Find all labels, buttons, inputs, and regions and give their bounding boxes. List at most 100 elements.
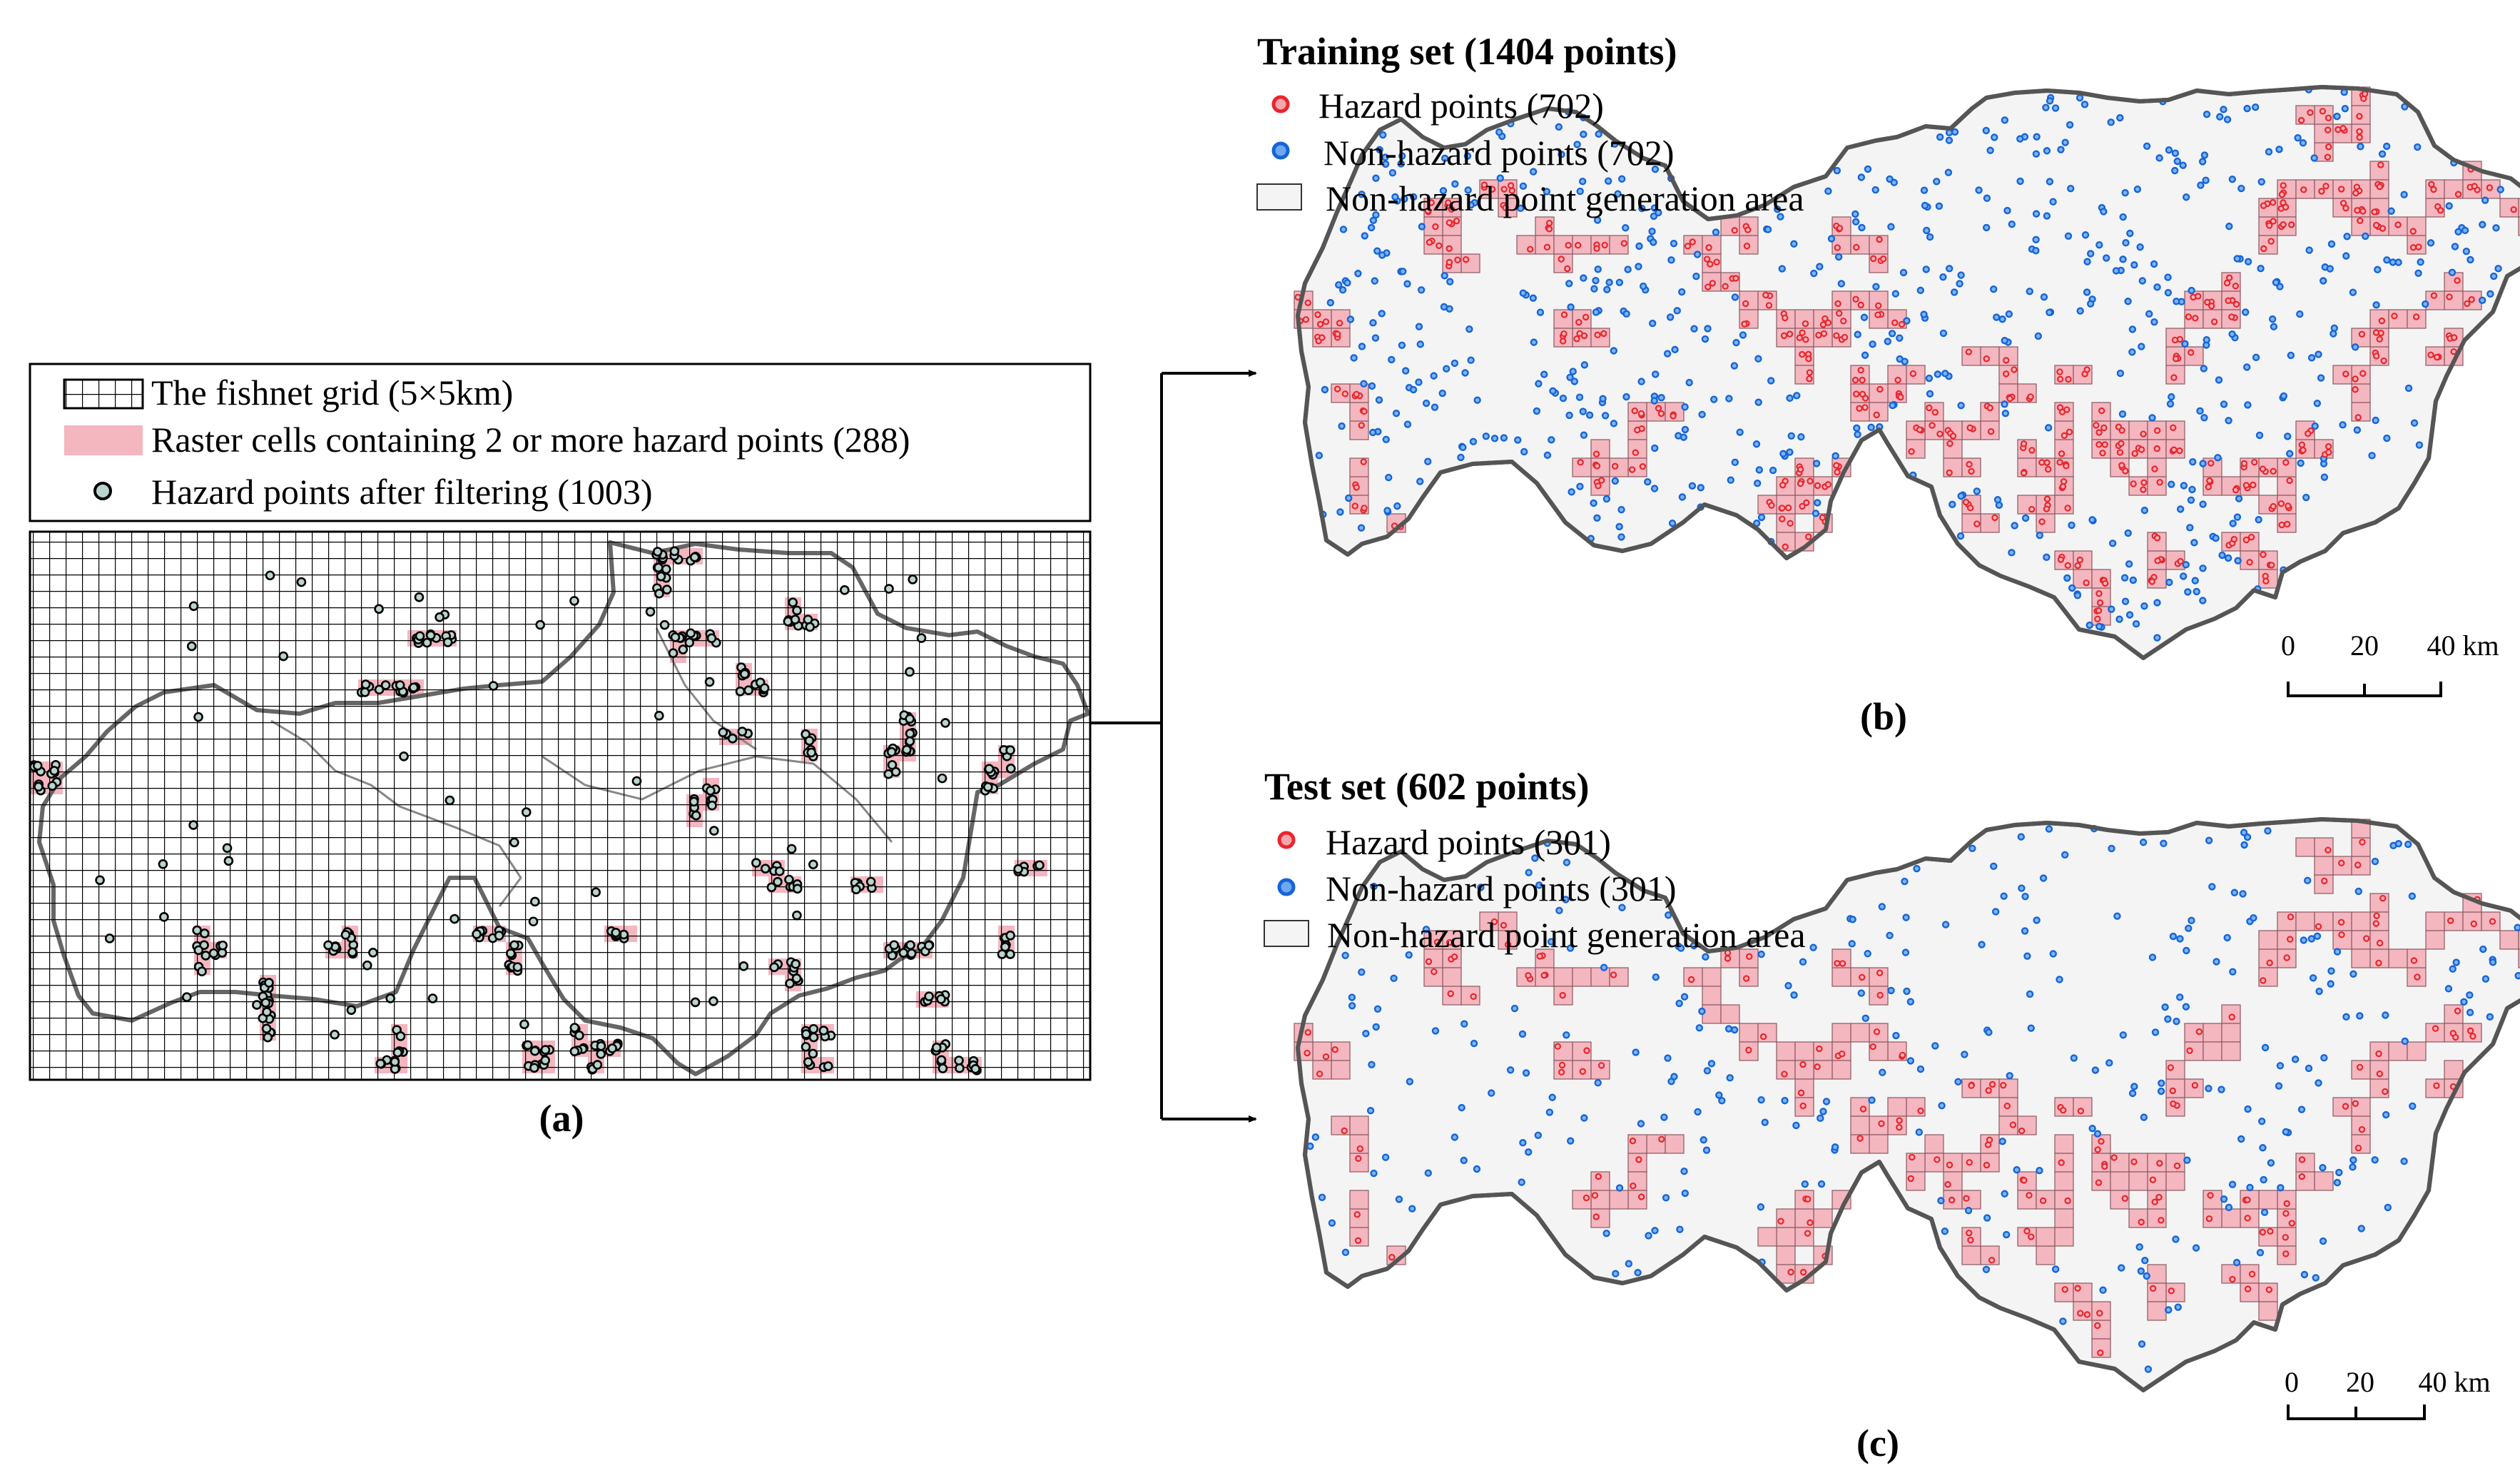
nonhazard-point [1535,380,1543,388]
filtered-hazard-point [159,912,169,922]
hazard-point [1713,258,1720,265]
nonhazard-point [1529,294,1538,302]
hazard-point [1908,448,1915,455]
nonhazard-point [2124,298,2132,305]
nonhazard-point [2382,1011,2389,1019]
nonhazard-point [1903,987,1911,996]
nonhazard-point [2086,250,2095,258]
hazard-cell [1943,1171,1963,1191]
panel-b-caption: (b) [1860,695,1907,738]
nonhazard-point [1638,204,1646,213]
nonhazard-point [2268,315,2277,323]
filtered-hazard-point [937,773,947,784]
nonhazard-point [2157,1087,2165,1095]
hazard-point [2229,1275,2236,1283]
hazard-point [2378,317,2386,325]
filtered-hazard-point [804,736,815,746]
nonhazard-point [2034,332,2043,340]
nonhazard-point [2284,432,2292,440]
nonhazard-point [1941,921,1950,928]
hazard-point [1620,240,1628,247]
hazard-point [1899,1051,1906,1059]
nonhazard-point [2002,1230,2011,1239]
hazard-cell [2369,893,2389,913]
hazard-point [2247,533,2255,541]
nonhazard-point [1886,175,1894,183]
hazard-point [1853,243,1860,251]
hazard-point [2356,133,2363,141]
nonhazard-point [2151,1028,2160,1036]
hazard-point [1797,480,1804,487]
hazard-point [2342,204,2349,212]
hazard-point [1807,477,1814,485]
nonhazard-point [2319,1237,2327,1245]
filtered-hazard-point [592,1060,603,1070]
hazard-cell [2444,290,2464,310]
filtered-hazard-point [223,856,234,866]
nonhazard-point [1998,315,2006,323]
nonhazard-point [1901,358,1909,365]
nonhazard-point [1757,513,1766,522]
hazard-point [1797,1089,1805,1097]
hazard-cell [2221,1023,2241,1043]
hazard-point [1582,1194,1590,1202]
filtered-hazard-point [569,596,579,606]
nonhazard-point [2001,409,2010,417]
nonhazard-point [1700,1136,1707,1144]
hazard-point [2002,370,2010,378]
hazard-point [2283,954,2290,961]
fishnet-legend-label: The fishnet grid (5×5km) [151,373,513,412]
nonhazard-point [1982,126,1990,135]
filtered-hazard-point [399,751,409,761]
nonhazard-point [1819,1108,1827,1115]
nonhazard-point [1915,1128,1924,1136]
nonhazard-point [1610,420,1618,427]
hazard-point [2063,406,2071,413]
panel-b-hazard-label: Hazard points (702) [1319,86,1604,126]
hazard-point [1875,302,1882,310]
nonhazard-point [2032,210,2041,218]
filtered-hazard-point [760,864,771,874]
filtered-hazard-point [1005,930,1015,941]
filtered-hazard-point [735,686,746,697]
nonhazard-point [2394,258,2402,266]
hazard-cell [2314,123,2334,143]
nonhazard-point [2218,551,2226,560]
nonhazard-point [1369,216,1378,225]
nonhazard-point [2032,236,2040,243]
hazard-point [1779,505,1786,512]
hazard-point [2372,221,2380,229]
nonhazard-point [2349,288,2357,296]
nonhazard-point [1906,1057,1915,1065]
hazard-point [2185,313,2193,320]
filtered-hazard-point [801,1042,811,1052]
nonhazard-point [2125,611,2134,619]
nonhazard-point [1500,434,1508,442]
nonhazard-point [1853,424,1861,432]
nonhazard-point [2116,369,2125,378]
nonhazard-point [1681,1189,1690,1198]
hazard-point [2376,183,2384,191]
nonhazard-point [1580,1114,1588,1122]
nonhazard-point [2174,1303,2182,1311]
hazard-point [1591,1192,1599,1199]
hazard-point [2130,1158,2138,1165]
nonhazard-point [1615,522,1623,531]
hazard-point [2352,386,2359,393]
hazard-point [2156,1160,2163,1167]
filtered-hazard-point [851,884,861,895]
filtered-hazard-point [707,800,717,811]
hazard-point [2282,1234,2289,1241]
hazard-point [1453,217,1460,225]
nonhazard-point [1817,1114,1824,1123]
hazard-cell [1831,1060,1851,1080]
nonhazard-point [2143,1272,2150,1280]
hazard-point [2242,536,2250,544]
hazard-point [2131,450,2138,457]
hazard-cell [2351,948,2371,968]
nonhazard-point [1799,958,1807,966]
nonhazard-point [1559,394,1568,403]
nonhazard-point [1385,473,1393,482]
hazard-point [2468,296,2475,303]
nonhazard-point [1975,186,1983,194]
